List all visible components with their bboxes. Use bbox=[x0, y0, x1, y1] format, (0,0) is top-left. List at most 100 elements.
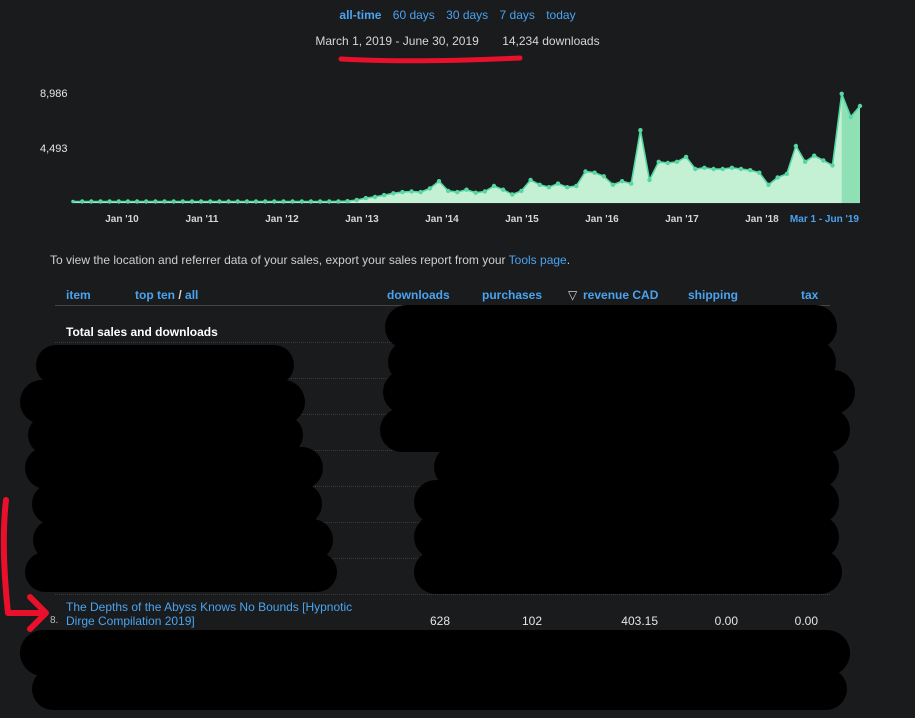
export-note-text: To view the location and referrer data o… bbox=[50, 253, 509, 267]
data-point bbox=[345, 199, 350, 204]
row-rank: 8. bbox=[50, 615, 59, 626]
data-point bbox=[711, 166, 716, 172]
data-point bbox=[766, 182, 771, 187]
data-point bbox=[144, 199, 149, 204]
downloads-area-chart: Jan '10 Jan '11 Jan '12 Jan '13 Jan '14 Jan '… bbox=[71, 91, 863, 225]
top-ten-link[interactable]: top ten bbox=[135, 288, 175, 302]
data-point bbox=[693, 166, 698, 172]
data-point bbox=[784, 171, 789, 177]
cell-downloads: 628 bbox=[429, 614, 450, 628]
data-point bbox=[317, 199, 323, 204]
data-point bbox=[674, 159, 680, 164]
data-point bbox=[381, 192, 387, 198]
x-tick-label: Jan '12 bbox=[265, 214, 299, 225]
data-point bbox=[125, 199, 131, 204]
data-point bbox=[89, 199, 94, 204]
data-point bbox=[775, 175, 780, 180]
data-point bbox=[683, 154, 689, 160]
data-point bbox=[812, 153, 817, 158]
data-point bbox=[638, 128, 643, 133]
data-point bbox=[372, 194, 378, 200]
selected-range-area bbox=[841, 93, 860, 203]
data-point bbox=[107, 199, 112, 204]
data-point bbox=[839, 91, 844, 96]
x-tick-label: Jan '14 bbox=[425, 214, 459, 225]
data-point bbox=[574, 183, 579, 189]
downloads-area bbox=[73, 93, 860, 203]
col-revenue[interactable]: revenue CAD bbox=[583, 288, 659, 302]
data-point bbox=[189, 199, 195, 204]
col-shipping[interactable]: shipping bbox=[688, 288, 738, 302]
data-point bbox=[226, 199, 231, 204]
data-point bbox=[400, 189, 405, 195]
col-item[interactable]: item bbox=[66, 288, 91, 302]
y-tick-max: 8,986 bbox=[40, 88, 68, 100]
data-point bbox=[702, 165, 707, 170]
cell-shipping: 0.00 bbox=[714, 614, 738, 628]
data-point bbox=[391, 191, 396, 196]
data-point bbox=[427, 186, 433, 191]
data-point bbox=[857, 103, 863, 109]
x-tick-label: Jan '18 bbox=[745, 214, 779, 225]
x-tick-label: Jan '17 bbox=[665, 214, 699, 225]
data-point bbox=[665, 160, 670, 166]
data-point bbox=[821, 158, 826, 163]
cell-tax: 0.00 bbox=[794, 614, 818, 628]
data-point bbox=[134, 199, 140, 204]
data-point bbox=[802, 159, 808, 164]
col-downloads[interactable]: downloads bbox=[387, 288, 450, 302]
x-tick-label: Jan '10 bbox=[105, 214, 139, 225]
top-ten-all-toggle: top ten / all bbox=[135, 288, 198, 302]
selected-range-label: Mar 1 - Jun '19 bbox=[790, 214, 860, 225]
data-point bbox=[244, 199, 250, 204]
item-title-link[interactable]: The Depths of the Abyss Knows No Bounds … bbox=[66, 600, 353, 628]
data-point bbox=[281, 199, 286, 204]
data-point bbox=[629, 181, 634, 186]
data-point bbox=[162, 199, 167, 204]
date-range: March 1, 2019 - June 30, 2019 bbox=[315, 34, 479, 48]
data-point bbox=[208, 199, 213, 204]
sort-desc-icon: ▽ bbox=[568, 288, 578, 302]
data-point bbox=[510, 192, 515, 197]
data-point bbox=[565, 185, 570, 190]
tab-60-days[interactable]: 60 days bbox=[392, 8, 435, 22]
x-tick-label: Jan '13 bbox=[345, 214, 379, 225]
tab-all-time[interactable]: all-time bbox=[339, 8, 382, 22]
data-point bbox=[610, 182, 616, 187]
col-purchases[interactable]: purchases bbox=[482, 288, 543, 302]
data-point bbox=[738, 166, 744, 172]
tab-today[interactable]: today bbox=[546, 8, 576, 22]
data-point bbox=[116, 199, 122, 204]
data-point bbox=[546, 185, 552, 190]
data-point bbox=[71, 199, 75, 204]
data-point bbox=[80, 199, 85, 204]
x-tick-label: Jan '15 bbox=[505, 214, 539, 225]
data-point bbox=[98, 199, 103, 204]
data-point bbox=[363, 195, 368, 201]
tab-30-days[interactable]: 30 days bbox=[446, 8, 489, 22]
export-note: To view the location and referrer data o… bbox=[50, 253, 570, 267]
data-point bbox=[446, 188, 451, 194]
y-tick-mid: 4,493 bbox=[40, 143, 68, 155]
all-link[interactable]: all bbox=[185, 288, 199, 302]
data-point bbox=[272, 199, 277, 204]
data-point bbox=[198, 199, 204, 204]
data-point bbox=[601, 174, 606, 179]
data-point bbox=[171, 199, 176, 204]
data-point bbox=[748, 168, 753, 173]
data-point bbox=[455, 189, 460, 195]
data-point bbox=[418, 189, 423, 195]
cell-revenue: 403.15 bbox=[621, 614, 658, 628]
data-point bbox=[327, 199, 332, 204]
data-point bbox=[473, 190, 478, 195]
top-ten-separator: / bbox=[175, 288, 186, 302]
x-tick-label: Jan '16 bbox=[585, 214, 619, 225]
cell-purchases: 102 bbox=[521, 614, 542, 628]
col-tax[interactable]: tax bbox=[801, 288, 819, 302]
data-point bbox=[235, 199, 240, 204]
tools-page-link[interactable]: Tools page bbox=[508, 253, 567, 267]
tab-7-days[interactable]: 7 days bbox=[499, 8, 535, 22]
red-underline-annotation bbox=[338, 55, 523, 64]
data-point bbox=[848, 114, 853, 120]
total-sales-label: Total sales and downloads bbox=[66, 325, 218, 339]
